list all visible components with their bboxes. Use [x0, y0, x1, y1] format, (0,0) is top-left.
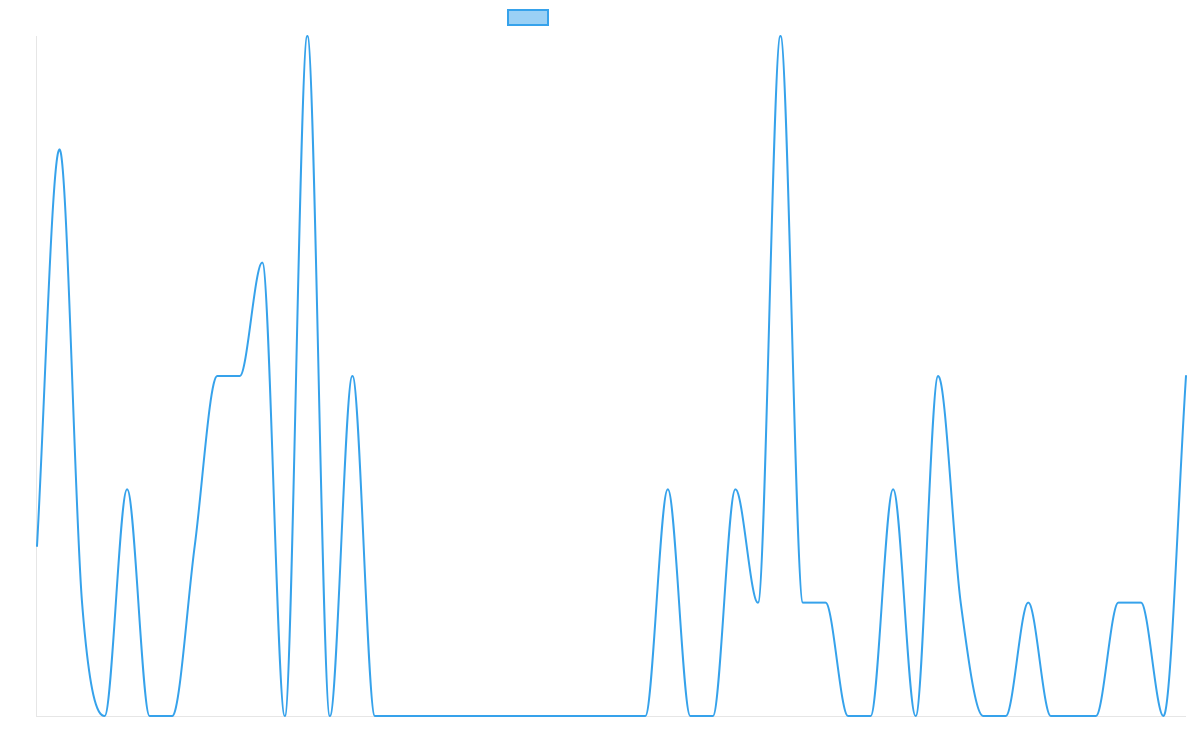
- data-point[interactable]: [346, 370, 358, 382]
- data-point[interactable]: [1180, 370, 1192, 382]
- data-point[interactable]: [1045, 710, 1057, 722]
- data-point[interactable]: [752, 597, 764, 609]
- data-point[interactable]: [865, 710, 877, 722]
- data-point[interactable]: [31, 540, 43, 552]
- data-point[interactable]: [594, 710, 606, 722]
- data-point[interactable]: [887, 483, 899, 495]
- data-point[interactable]: [1112, 597, 1124, 609]
- data-point[interactable]: [797, 597, 809, 609]
- data-point[interactable]: [1022, 597, 1034, 609]
- data-point[interactable]: [256, 257, 268, 269]
- data-point[interactable]: [54, 143, 66, 155]
- data-point[interactable]: [279, 710, 291, 722]
- data-point[interactable]: [910, 710, 922, 722]
- data-point[interactable]: [684, 710, 696, 722]
- data-point[interactable]: [437, 710, 449, 722]
- data-point[interactable]: [639, 710, 651, 722]
- series-layer: [36, 35, 1187, 717]
- data-point[interactable]: [1000, 710, 1012, 722]
- data-point[interactable]: [391, 710, 403, 722]
- data-point[interactable]: [76, 597, 88, 609]
- data-point[interactable]: [166, 710, 178, 722]
- data-point[interactable]: [482, 710, 494, 722]
- data-point[interactable]: [504, 710, 516, 722]
- data-points-layer: [31, 30, 1192, 722]
- data-point[interactable]: [820, 597, 832, 609]
- series-line[interactable]: [36, 35, 1187, 717]
- data-point[interactable]: [842, 710, 854, 722]
- data-point[interactable]: [707, 710, 719, 722]
- data-point[interactable]: [234, 370, 246, 382]
- data-point[interactable]: [527, 710, 539, 722]
- data-point[interactable]: [414, 710, 426, 722]
- data-point[interactable]: [1067, 710, 1079, 722]
- data-point[interactable]: [189, 540, 201, 552]
- data-point[interactable]: [662, 483, 674, 495]
- legend[interactable]: [507, 9, 549, 26]
- data-point[interactable]: [1157, 710, 1169, 722]
- data-point[interactable]: [774, 30, 786, 42]
- data-point[interactable]: [99, 710, 111, 722]
- data-point[interactable]: [324, 710, 336, 722]
- data-point[interactable]: [932, 370, 944, 382]
- data-point[interactable]: [144, 710, 156, 722]
- data-point[interactable]: [1090, 710, 1102, 722]
- data-point[interactable]: [121, 483, 133, 495]
- data-point[interactable]: [301, 30, 313, 42]
- data-point[interactable]: [459, 710, 471, 722]
- data-point[interactable]: [955, 597, 967, 609]
- data-point[interactable]: [617, 710, 629, 722]
- data-point[interactable]: [977, 710, 989, 722]
- axes: [36, 36, 1186, 717]
- data-point[interactable]: [211, 370, 223, 382]
- legend-swatch[interactable]: [507, 9, 549, 26]
- data-point[interactable]: [369, 710, 381, 722]
- data-point[interactable]: [572, 710, 584, 722]
- data-point[interactable]: [1135, 597, 1147, 609]
- data-point[interactable]: [549, 710, 561, 722]
- data-point[interactable]: [729, 483, 741, 495]
